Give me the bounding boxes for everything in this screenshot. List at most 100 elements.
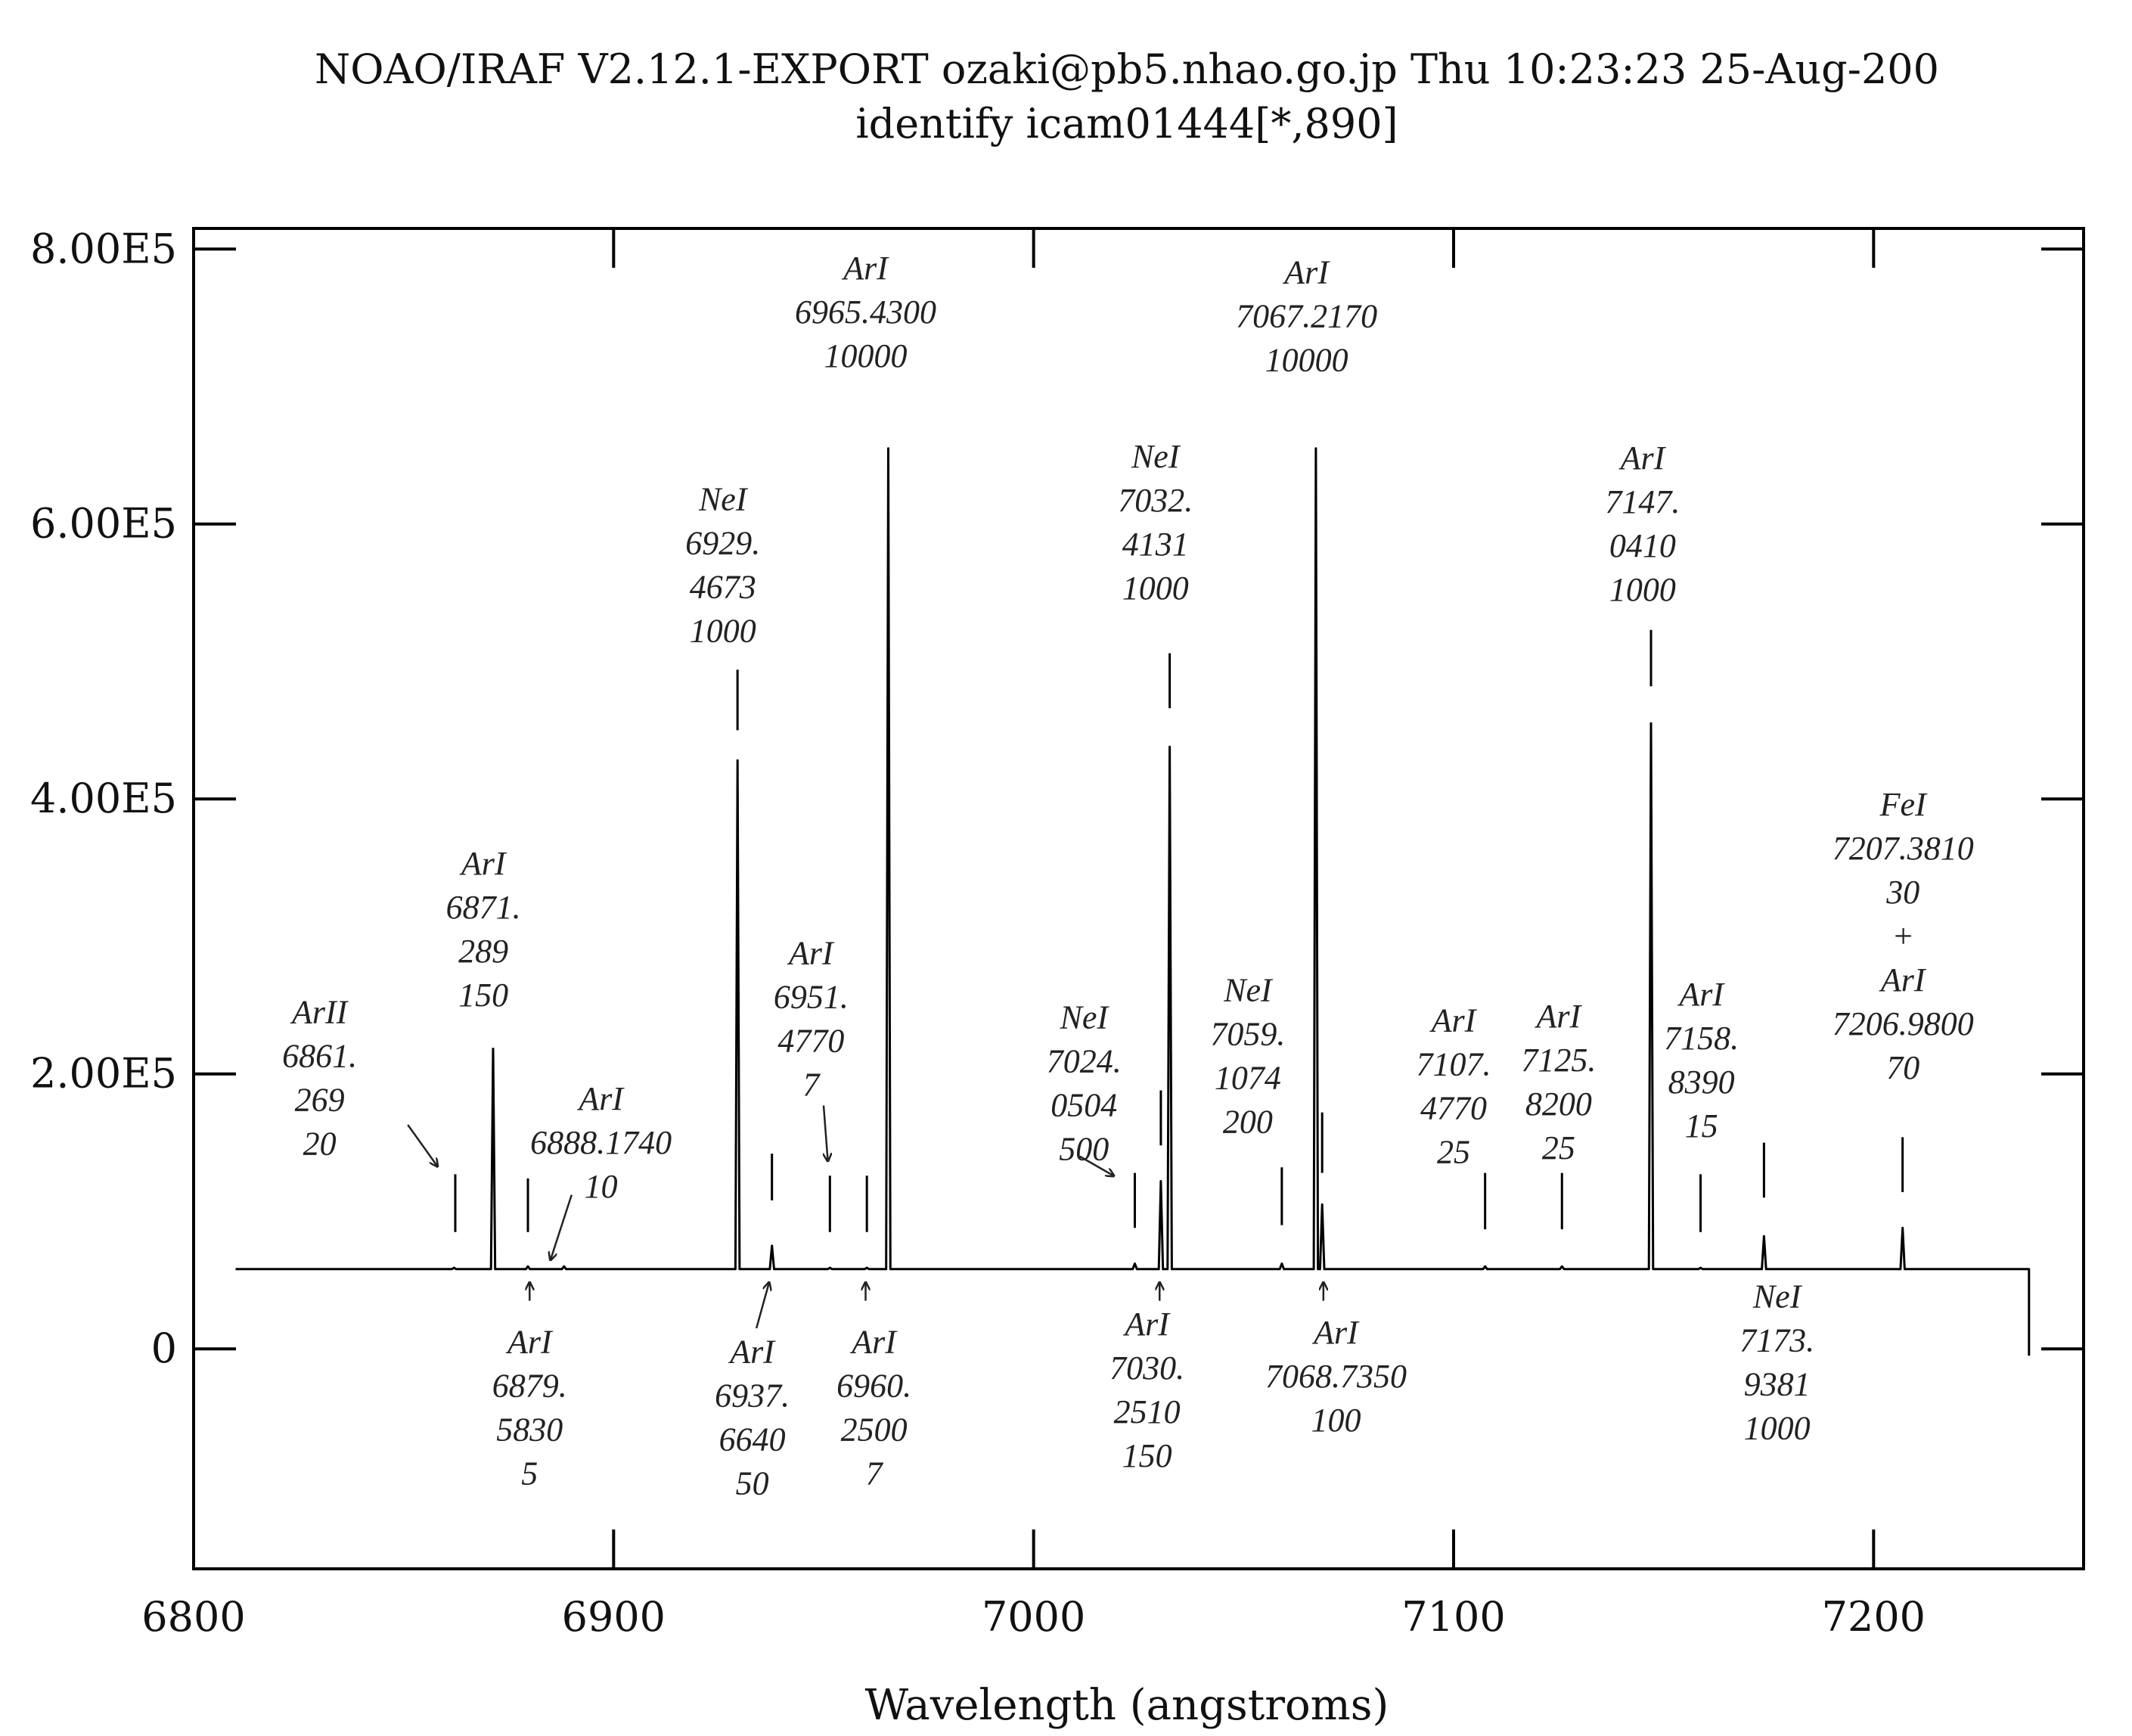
note-text: 100 [1311,1402,1361,1439]
header: NOAO/IRAF V2.12.1-EXPORT ozaki@pb5.nhao.… [315,45,1939,148]
note-text: ArI [505,1324,554,1361]
note-text: 7125. [1521,1042,1596,1079]
note-text: 500 [1059,1131,1109,1168]
note-text: ArI [459,845,507,882]
note-text: 7 [866,1455,884,1492]
note-text: ArI [787,934,835,971]
note-text: 7158. [1664,1020,1739,1057]
chart-subtitle: identify icam01444[*,890] [855,100,1398,148]
note-text: 2510 [1114,1393,1181,1430]
note-text: 7207.3810 [1833,830,1974,867]
x-tick-label: 6900 [562,1593,666,1641]
note-text: 6951. [774,978,849,1015]
note-text: 2500 [841,1411,908,1449]
note-text: 0504 [1050,1087,1117,1124]
line-identification-note: NeI 6929. 4673 1000 [685,481,760,650]
note-text: 6965.4300 [795,293,936,331]
y-tick-label: 4.00E5 [30,775,177,822]
note-text: NeI [1131,438,1181,475]
note-text: 25 [1437,1133,1470,1170]
note-text: ArI [576,1080,625,1117]
x-axis-label: Wavelength (angstroms) [865,1681,1389,1730]
note-arrow [755,1283,769,1329]
note-text: 10000 [824,337,908,374]
line-identification-note: FeI 7207.3810 30 + ArI 7206.9800 70 [1833,786,1974,1086]
note-text: 6937. [715,1377,790,1414]
note-text: 7067.2170 [1236,298,1377,335]
line-identification-note: ArI 7030. 2510 150 [1109,1283,1184,1474]
line-identification-note: ArI 7125. 8200 25 [1521,998,1596,1166]
note-text: 6929. [685,525,760,562]
note-text: 6861. [282,1037,357,1074]
note-text: 8390 [1668,1064,1735,1101]
line-identification-note: NeI 7032. 4131 1000 [1118,438,1193,607]
line-identification-note: NeI 7024. 0504 500 [1047,999,1122,1175]
chart-title: NOAO/IRAF V2.12.1-EXPORT ozaki@pb5.nhao.… [315,45,1939,93]
note-text: 4673 [690,569,756,606]
note-arrow [407,1124,437,1166]
spectrum-trace [235,447,2031,1356]
note-text: ArI [1677,976,1725,1013]
spectrum-line [235,447,2031,1356]
line-identification-note: ArI 7068.7350 100 [1265,1283,1407,1439]
line-identification-note: NeI 7059. 1074 200 [1210,971,1285,1140]
note-text: 30 [1885,874,1919,911]
note-text: 0410 [1609,527,1676,564]
line-markers [454,629,1904,1232]
line-identification-note: ArI 6960. 2500 7 [836,1283,911,1492]
plot-frame [192,227,2085,1570]
note-text: 20 [303,1125,337,1162]
note-text: 6888.1740 [530,1124,672,1161]
line-identification-note: ArI 7158. 8390 15 [1664,976,1739,1144]
note-text: 6960. [836,1368,911,1405]
note-text: 4131 [1122,526,1189,563]
y-tick-label: 6.00E5 [30,500,177,548]
note-text: 6879. [492,1368,567,1405]
note-text: 4770 [1420,1089,1487,1126]
note-text: NeI [1060,999,1110,1036]
note-text: NeI [1752,1278,1803,1315]
note-text: 7024. [1047,1043,1122,1080]
x-tick-label: 7100 [1401,1593,1505,1641]
note-text: 5 [521,1455,538,1492]
note-text: 7068.7350 [1265,1358,1407,1395]
line-identification-note: ArI 7147. 0410 1000 [1605,439,1680,608]
line-identification-note: ArI 6965.4300 10000 [795,250,936,374]
note-text: ArI [841,250,889,287]
line-identification-note: ArII 6861. 269 20 [282,993,437,1166]
note-text: FeI [1879,786,1928,823]
line-identification-note: ArI 6951. 4770 7 [774,934,849,1160]
note-text: + [1891,918,1914,955]
note-text: ArI [1122,1306,1171,1343]
note-text: ArII [290,993,349,1030]
line-identification-note: NeI 7173. 9381 1000 [1739,1278,1814,1447]
annotations: ArII 6861. 269 20 ArI 6871. 289 150 ArI 6888.1740… [282,250,1974,1502]
note-text: 7 [802,1066,821,1103]
note-text: 50 [736,1464,769,1502]
note-text: 1000 [690,613,756,650]
note-text: 7206.9800 [1833,1005,1974,1042]
line-identification-note: ArI 6888.1740 10 [530,1080,672,1259]
axes: 6800 6900 7000 7100 720002.00E54.00E56.00E58… [30,225,2084,1641]
note-text: 4770 [777,1022,844,1059]
note-text: 1000 [1609,571,1676,608]
note-text: ArI [728,1333,776,1370]
note-text: 7032. [1118,482,1193,519]
y-tick-label: 8.00E5 [30,225,177,272]
note-text: ArI [1282,254,1330,291]
note-text: 150 [458,977,508,1014]
note-text: 7030. [1109,1349,1184,1387]
note-text: 10000 [1265,342,1348,379]
note-text: 15 [1685,1107,1718,1144]
note-text: 289 [458,933,508,970]
x-tick-label: 6800 [141,1593,245,1641]
note-text: 1074 [1215,1059,1281,1096]
line-identification-note: ArI 6871. 289 150 [446,845,521,1014]
line-identification-note: ArI 7067.2170 10000 [1236,254,1377,379]
note-text: ArI [1429,1002,1478,1039]
note-text: 200 [1223,1103,1273,1140]
note-arrow [822,1105,828,1161]
y-tick-label: 2.00E5 [30,1050,177,1098]
note-arrow [551,1194,573,1259]
